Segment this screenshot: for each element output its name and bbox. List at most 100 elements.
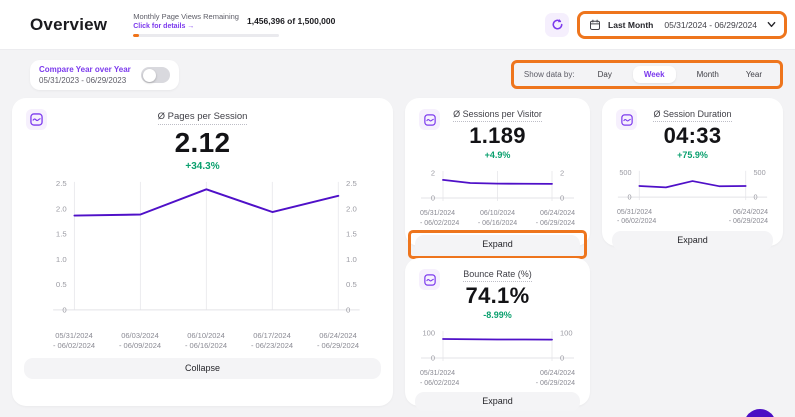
trend-icon — [419, 109, 440, 130]
svg-text:2.0: 2.0 — [56, 205, 67, 214]
compare-year-card: Compare Year over Year 05/31/2023 - 06/2… — [30, 60, 179, 90]
x-axis-label: 06/24/2024- 06/29/2024 — [728, 209, 768, 226]
expand-button[interactable]: Expand — [415, 234, 580, 254]
compare-toggle[interactable] — [140, 67, 170, 83]
card-delta: +34.3% — [185, 161, 220, 173]
svg-text:2: 2 — [431, 169, 435, 178]
card-delta: -8.99% — [483, 310, 512, 321]
card-title: Ø Session Duration — [612, 109, 773, 122]
card-value: 1.189 — [469, 123, 526, 148]
x-axis-label: 06/24/2024- 06/29/2024 — [535, 210, 575, 227]
x-axis-label: 05/31/2024- 06/02/2024 — [420, 370, 460, 387]
header: Overview Monthly Page Views Remaining Cl… — [0, 0, 795, 50]
x-axis-label: 06/03/2024- 06/09/2024 — [118, 330, 162, 350]
granularity-week-button[interactable]: Week — [632, 66, 676, 83]
svg-text:1.5: 1.5 — [56, 230, 67, 239]
date-picker-highlight-box: Last Month 05/31/2024 - 06/29/2024 — [577, 10, 787, 39]
card-delta: +4.9% — [484, 150, 511, 161]
bounce-rate-chart: 100 100 0 0 — [421, 329, 574, 363]
chevron-down-icon — [767, 20, 776, 29]
granularity-day-button[interactable]: Day — [592, 66, 618, 83]
svg-text:500: 500 — [619, 168, 631, 177]
show-data-by-group: Show data by: Day Week Month Year — [510, 60, 783, 89]
x-axis-label: 05/31/2024- 06/02/2024 — [617, 209, 657, 226]
card-title: Bounce Rate (%) — [415, 269, 580, 282]
svg-text:2.0: 2.0 — [346, 205, 357, 214]
svg-text:0: 0 — [753, 193, 757, 202]
card-session-duration: Ø Session Duration 04:33 +75.9% 500 500 0 0… — [602, 98, 783, 250]
collapse-button[interactable]: Collapse — [24, 357, 381, 379]
date-range-picker[interactable]: Last Month 05/31/2024 - 06/29/2024 — [580, 13, 784, 36]
x-axis-label: 06/10/2024- 06/16/2024 — [184, 330, 228, 350]
granularity-year-button[interactable]: Year — [740, 66, 768, 83]
trend-icon — [419, 269, 440, 290]
metric-cards: Ø Pages per Session 2.12 +34.3% 2.5 2.5 2.… — [0, 96, 795, 411]
card-value: 2.12 — [174, 127, 231, 158]
quota-progress-bar — [133, 33, 280, 38]
svg-text:1.5: 1.5 — [346, 230, 357, 239]
x-axis-label: 05/31/2024- 06/02/2024 — [420, 210, 460, 227]
x-axis-label: 06/10/2024- 06/16/2024 — [477, 210, 518, 227]
sessions-per-visitor-chart: 2 2 0 0 — [421, 169, 574, 203]
svg-text:0: 0 — [627, 193, 631, 202]
x-axis-labels: 05/31/2024- 06/02/2024 06/24/2024- 06/29/… — [612, 208, 773, 227]
svg-text:0: 0 — [560, 354, 564, 363]
svg-text:0: 0 — [346, 306, 350, 315]
card-title: Ø Pages per Session — [24, 111, 381, 125]
x-axis-labels: 05/31/2024- 06/02/2024 06/24/2024- 06/29/… — [415, 369, 580, 388]
date-preset-label: Last Month — [608, 19, 654, 30]
svg-text:100: 100 — [560, 329, 573, 338]
svg-text:0: 0 — [431, 194, 435, 203]
x-axis-label: 06/24/2024- 06/29/2024 — [535, 370, 575, 387]
show-data-by-label: Show data by: — [523, 70, 575, 79]
svg-text:1.0: 1.0 — [346, 255, 357, 264]
card-bounce-rate: Bounce Rate (%) 74.1% -8.99% 100 100 0 0 05… — [405, 258, 590, 411]
expand-button[interactable]: Expand — [612, 230, 773, 250]
svg-text:0.5: 0.5 — [346, 280, 357, 289]
refresh-icon — [551, 18, 564, 31]
date-range-label: 05/31/2024 - 06/29/2024 — [664, 19, 757, 30]
quota-details-link[interactable]: Click for details → — [133, 22, 195, 30]
page-title: Overview — [30, 14, 108, 34]
x-axis-labels: 05/31/2024- 06/02/2024 06/03/2024- 06/09/… — [24, 331, 381, 351]
svg-text:0.5: 0.5 — [56, 280, 67, 289]
x-axis-label: 05/31/2024- 06/02/2024 — [52, 330, 96, 350]
x-axis-label: 06/17/2024- 06/23/2024 — [250, 330, 294, 350]
pages-per-session-chart: 2.5 2.5 2.0 2.0 1.5 1.5 1.0 1.0 0.5 0.5 0 0 — [53, 180, 360, 315]
expand-highlight-box: Expand — [408, 229, 587, 259]
svg-text:1.0: 1.0 — [56, 255, 67, 264]
trend-icon — [26, 109, 47, 130]
granularity-month-button[interactable]: Month — [691, 66, 725, 83]
svg-text:2.5: 2.5 — [346, 180, 357, 189]
card-value: 74.1% — [465, 283, 530, 308]
controls-row: Compare Year over Year 05/31/2023 - 06/2… — [12, 60, 783, 90]
svg-text:0: 0 — [560, 194, 564, 203]
svg-text:0: 0 — [431, 354, 435, 363]
x-axis-labels: 05/31/2024- 06/02/2024 06/10/2024- 06/16/… — [415, 209, 580, 228]
chat-button[interactable] — [744, 409, 776, 417]
refresh-button[interactable] — [545, 12, 570, 37]
compare-range: 05/31/2023 - 06/29/2023 — [39, 76, 127, 85]
calendar-icon — [589, 19, 601, 31]
quota-progress-fill — [133, 33, 140, 38]
svg-text:2.5: 2.5 — [56, 180, 67, 189]
quota-label: Monthly Page Views Remaining — [133, 11, 239, 21]
card-delta: +75.9% — [677, 150, 708, 161]
svg-text:0: 0 — [62, 306, 66, 315]
card-value: 04:33 — [663, 123, 722, 148]
x-axis-label: 06/24/2024- 06/29/2024 — [316, 330, 360, 350]
toggle-knob — [142, 68, 156, 82]
quota-usage-value: 1,456,396 of 1,500,000 — [246, 15, 336, 26]
svg-text:100: 100 — [422, 329, 435, 338]
session-duration-chart: 500 500 0 0 — [617, 168, 768, 202]
svg-text:500: 500 — [753, 168, 765, 177]
compare-label: Compare Year over Year — [39, 65, 131, 74]
card-pages-per-session: Ø Pages per Session 2.12 +34.3% 2.5 2.5 2.… — [12, 98, 393, 406]
card-title: Ø Sessions per Visitor — [415, 109, 580, 122]
trend-icon — [616, 109, 637, 130]
expand-button[interactable]: Expand — [415, 391, 580, 411]
quota-widget: Monthly Page Views Remaining Click for d… — [133, 11, 335, 38]
svg-text:2: 2 — [560, 169, 564, 178]
